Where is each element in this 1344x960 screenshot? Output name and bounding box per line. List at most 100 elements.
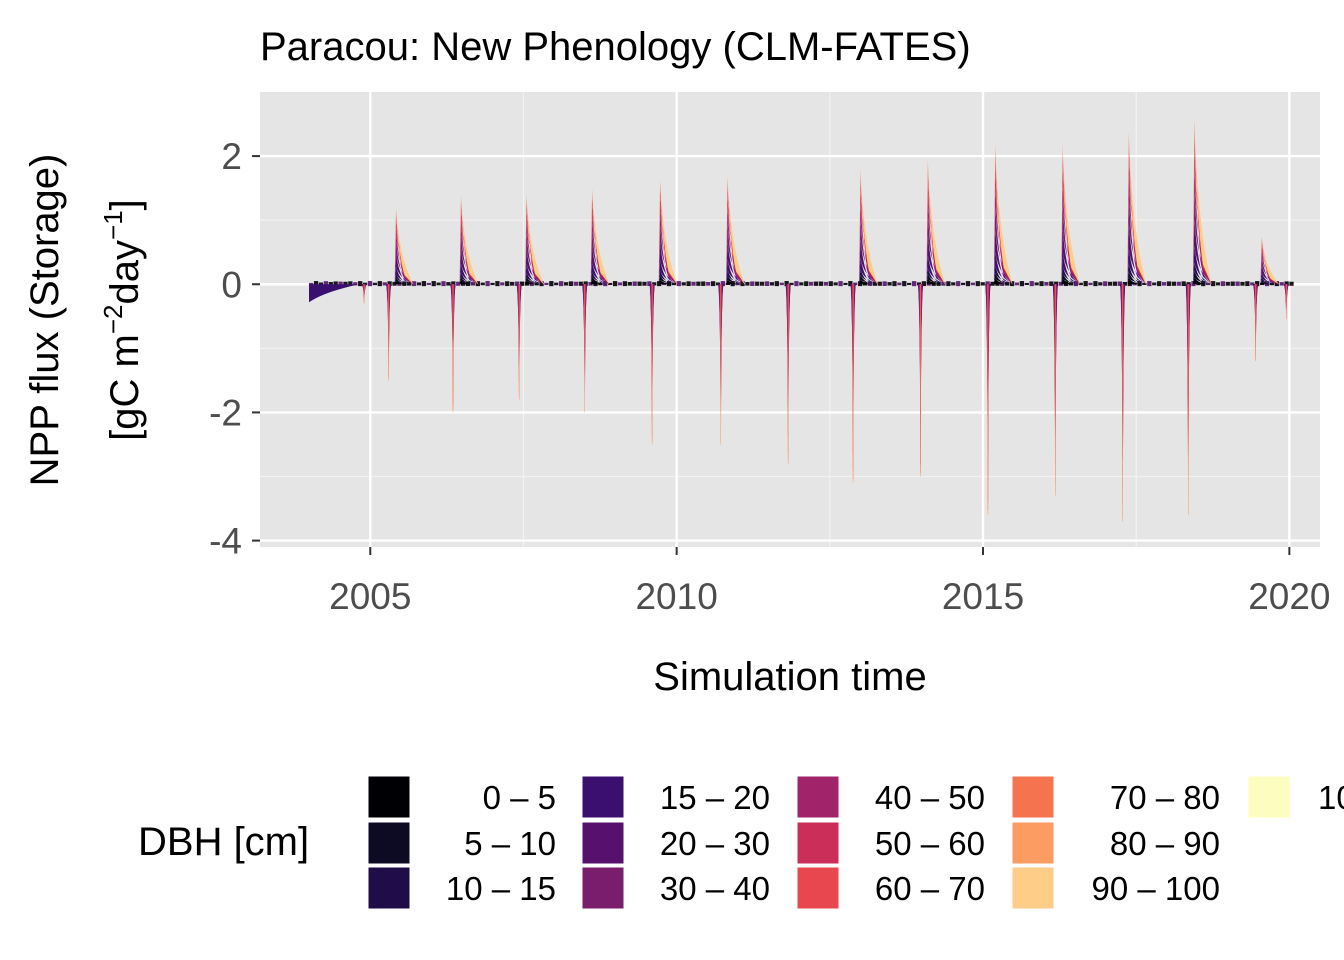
area-baseline-segment <box>911 281 917 287</box>
area-baseline-segment <box>1210 281 1216 287</box>
area-baseline-segment <box>1083 281 1088 287</box>
area-layer-4 <box>459 263 479 285</box>
area-baseline-segment <box>505 281 510 287</box>
area-baseline-segment <box>559 281 564 287</box>
area-baseline-segment <box>353 282 358 286</box>
area-baseline-segment <box>1117 281 1123 286</box>
area-baseline-segment <box>1044 281 1049 286</box>
area-layer-1 <box>926 279 946 285</box>
area-layer-1 <box>1193 277 1212 285</box>
area-baseline-segment <box>627 281 632 286</box>
area-baseline-segment <box>485 281 490 287</box>
area-baseline-segment <box>622 281 628 287</box>
area-layer-12 <box>658 178 678 285</box>
area-layer-2 <box>525 277 544 285</box>
area-baseline-segment <box>382 282 387 286</box>
area-layer-12 <box>1127 130 1146 285</box>
area-baseline-segment <box>666 281 672 287</box>
area-baseline-segment <box>309 282 314 286</box>
area-baseline-segment <box>1230 281 1235 286</box>
area-layer-12 <box>590 188 610 285</box>
area-layer-12 <box>1260 236 1279 285</box>
area-baseline-segment <box>544 282 549 286</box>
area-baseline-segment <box>426 282 431 286</box>
legend-swatch <box>796 821 840 865</box>
area-layer-2 <box>1127 271 1146 285</box>
area-baseline-segment <box>799 282 804 286</box>
area-baseline-segment <box>764 281 770 287</box>
area-baseline-segment <box>509 281 515 286</box>
area-baseline-segment <box>1269 282 1275 286</box>
area-layer-3 <box>1061 265 1080 285</box>
area-baseline-segment <box>1166 281 1172 286</box>
area-layer-1 <box>590 280 610 285</box>
area-layer-3 <box>1127 264 1146 285</box>
area-baseline-segment <box>313 281 319 287</box>
legend-swatch <box>581 866 625 910</box>
area-layer-2 <box>726 275 745 285</box>
area-layer-2 <box>993 272 1013 285</box>
area-baseline-segment <box>1049 281 1054 286</box>
area-baseline-segment <box>848 281 853 287</box>
area-layer-1 <box>525 280 544 285</box>
area-baseline-segment <box>1039 281 1044 287</box>
area-layer-5 <box>1061 229 1080 285</box>
area-baseline-segment <box>965 281 971 287</box>
area-layer-2 <box>1193 270 1212 285</box>
area-baseline-segment <box>1152 282 1157 286</box>
area-baseline-segment <box>1098 282 1103 286</box>
area-baseline-segment <box>1147 281 1152 287</box>
area-baseline-segment <box>377 281 382 287</box>
area-baseline-segment <box>647 281 652 287</box>
legend-swatch <box>796 866 840 910</box>
area-baseline-segment <box>1034 282 1039 286</box>
area-baseline-segment <box>833 282 838 286</box>
area-layer-5 <box>394 254 414 285</box>
legend-label: 80 – 90 <box>1110 825 1220 862</box>
area-baseline-segment <box>1181 281 1186 286</box>
area-baseline-segment <box>897 282 902 286</box>
area-baseline-segment <box>549 281 554 287</box>
area-baseline-segment <box>451 281 456 286</box>
area-layer-4 <box>525 263 544 285</box>
x-tick-label: 2015 <box>942 576 1024 617</box>
series-layers <box>309 117 1294 522</box>
area-baseline-segment <box>808 281 814 286</box>
legend-label: 5 – 10 <box>464 825 556 862</box>
area-baseline-segment <box>563 282 569 286</box>
area-layer-12 <box>993 143 1013 285</box>
legend-label: 90 – 100 <box>1092 870 1220 907</box>
area-layer-2 <box>1061 272 1080 285</box>
legend-swatch <box>581 775 625 819</box>
legend-swatch <box>1011 821 1055 865</box>
area-layer-3 <box>658 270 678 285</box>
area-baseline-segment <box>573 281 578 286</box>
area-layer-4 <box>1061 251 1080 285</box>
plot-panel <box>260 92 1320 547</box>
area-baseline-segment <box>333 281 338 286</box>
area-baseline-segment <box>710 281 716 287</box>
y-tick-label: 0 <box>221 264 242 305</box>
area-baseline-segment <box>759 281 765 286</box>
y-tick-label: 2 <box>221 136 242 177</box>
y-tick-label: -4 <box>209 521 242 562</box>
area-layer-12 <box>525 194 544 285</box>
area-baseline-segment <box>1284 281 1289 286</box>
area-baseline-segment <box>902 281 907 287</box>
area-baseline-segment <box>715 282 721 286</box>
legend-title: DBH [cm] <box>138 820 309 864</box>
area-baseline-segment <box>843 282 848 286</box>
area-layer-3 <box>1193 262 1212 285</box>
area-baseline-segment <box>706 281 711 286</box>
area-baseline-segment <box>794 281 799 287</box>
area-baseline-segment <box>1255 281 1260 287</box>
area-baseline-segment <box>941 281 946 286</box>
area-baseline-segment <box>1264 281 1270 287</box>
area-baseline-segment <box>867 281 873 286</box>
area-baseline-segment <box>1225 281 1230 286</box>
x-tick-label: 2005 <box>329 576 411 617</box>
area-baseline-segment <box>514 281 520 286</box>
area-layer-1 <box>859 279 878 285</box>
area-layer-2 <box>1260 280 1279 285</box>
legend: 0 – 5 5 – 10 10 – 15 15 – 20 20 – 30 30 – 40 4… <box>367 775 1344 910</box>
